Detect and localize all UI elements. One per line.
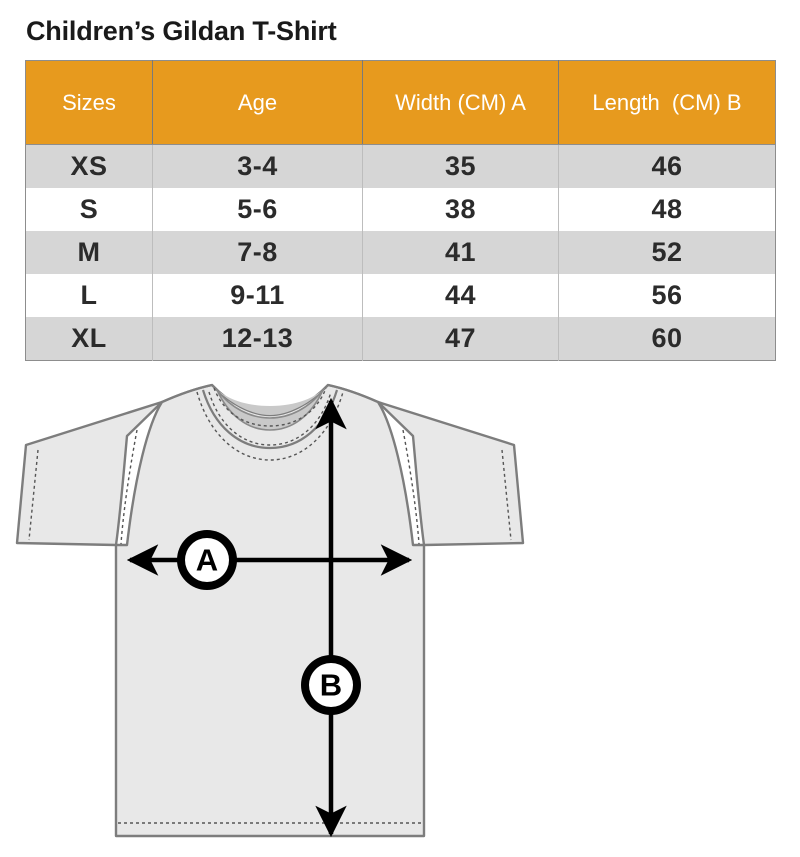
left-shoulder-seam bbox=[161, 383, 213, 404]
cell-length: 46 bbox=[558, 144, 776, 188]
table-row: M 7-8 41 52 bbox=[25, 231, 776, 274]
size-chart-container: Sizes Age Width (CM) A Length (CM) B XS … bbox=[25, 60, 776, 361]
cell-size: XS bbox=[25, 144, 153, 188]
collar-stitch-inner bbox=[213, 387, 327, 427]
cell-width: 38 bbox=[362, 188, 559, 231]
column-header-width: Width (CM) A bbox=[362, 60, 559, 145]
page-title: Children’s Gildan T-Shirt bbox=[26, 16, 337, 46]
neck-topstitch bbox=[196, 391, 344, 461]
table-body: XS 3-4 35 46 S 5-6 38 48 M 7-8 41 52 L 9… bbox=[25, 144, 776, 361]
neck-opening bbox=[212, 385, 328, 415]
tshirt-silhouette bbox=[15, 383, 525, 838]
cell-size: L bbox=[25, 274, 153, 317]
cell-width: 47 bbox=[362, 317, 559, 361]
table-row: XS 3-4 35 46 bbox=[25, 144, 776, 188]
table-row: L 9-11 44 56 bbox=[25, 274, 776, 317]
cell-age: 12-13 bbox=[152, 317, 363, 361]
cell-length: 52 bbox=[558, 231, 776, 274]
cell-age: 7-8 bbox=[152, 231, 363, 274]
measure-badge-a: A bbox=[177, 530, 237, 590]
table-header-row: Sizes Age Width (CM) A Length (CM) B bbox=[25, 60, 776, 145]
cell-age: 5-6 bbox=[152, 188, 363, 231]
cell-width: 35 bbox=[362, 144, 559, 188]
right-shoulder-seam bbox=[327, 383, 379, 404]
table-row: S 5-6 38 48 bbox=[25, 188, 776, 231]
column-header-length: Length (CM) B bbox=[558, 60, 776, 145]
cell-size: M bbox=[25, 231, 153, 274]
table-row: XL 12-13 47 60 bbox=[25, 317, 776, 361]
measure-badge-b-label: B bbox=[320, 668, 342, 703]
measure-badge-a-label: A bbox=[196, 543, 218, 578]
cell-width: 44 bbox=[362, 274, 559, 317]
tshirt-diagram: A B bbox=[0, 368, 800, 857]
column-header-age: Age bbox=[152, 60, 363, 145]
cell-age: 3-4 bbox=[152, 144, 363, 188]
cell-length: 48 bbox=[558, 188, 776, 231]
cell-length: 60 bbox=[558, 317, 776, 361]
cell-size: S bbox=[25, 188, 153, 231]
cell-width: 41 bbox=[362, 231, 559, 274]
cell-length: 56 bbox=[558, 274, 776, 317]
right-sleeve bbox=[376, 400, 525, 547]
tshirt-body bbox=[114, 383, 426, 838]
size-chart-table: Sizes Age Width (CM) A Length (CM) B XS … bbox=[25, 60, 776, 361]
column-header-sizes: Sizes bbox=[25, 60, 153, 145]
cell-size: XL bbox=[25, 317, 153, 361]
measure-badge-b: B bbox=[301, 655, 361, 715]
left-sleeve bbox=[15, 400, 164, 547]
cell-age: 9-11 bbox=[152, 274, 363, 317]
